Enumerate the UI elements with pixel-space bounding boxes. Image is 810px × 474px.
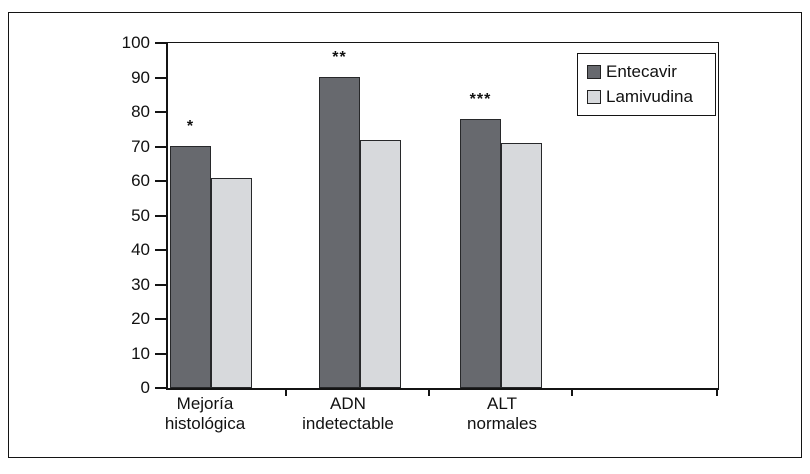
y-axis-tick-label-20: 20	[131, 309, 150, 328]
y-axis-tick-label-100: 100	[121, 33, 150, 52]
bar-lamivudina-1	[211, 178, 252, 388]
bar-entecavir-1	[170, 146, 211, 388]
legend-item-lamivudina: Lamivudina	[587, 88, 715, 106]
figure-border	[8, 12, 802, 458]
y-axis-tick-mark	[155, 352, 166, 355]
y-axis-tick-mark	[155, 214, 166, 217]
x-axis-tick-mark	[428, 390, 430, 396]
x-axis-category-label-1: Mejoría histológica	[164, 394, 246, 433]
y-axis-tick-mark	[155, 249, 166, 251]
significance-marker: **	[332, 49, 347, 66]
legend-swatch-entecavir	[587, 65, 601, 79]
x-axis-tick-mark	[716, 390, 718, 396]
x-axis-category-label-2: ADN indetectable	[302, 394, 394, 433]
legend-label-entecavir: Entecavir	[606, 62, 677, 81]
x-axis-tick-mark	[285, 390, 287, 396]
legend-label-lamivudina: Lamivudina	[606, 87, 693, 106]
bar-entecavir-2	[319, 77, 360, 388]
x-axis-tick-mark	[571, 390, 573, 396]
bar-lamivudina-2	[360, 140, 401, 388]
y-axis-tick-mark	[155, 42, 166, 44]
y-axis-tick-label-60: 60	[131, 171, 150, 190]
y-axis-tick-label-70: 70	[131, 136, 150, 156]
y-axis-tick-mark	[155, 76, 166, 79]
legend: Entecavir Lamivudina	[577, 53, 716, 116]
bar-lamivudina-3	[501, 143, 542, 388]
y-axis-tick-mark	[155, 283, 166, 286]
legend-swatch-lamivudina	[587, 90, 601, 104]
y-axis-tick-mark	[155, 180, 166, 182]
y-axis-tick-mark	[155, 145, 166, 148]
y-axis-tick-mark	[155, 387, 166, 389]
y-axis-tick-label-90: 90	[131, 67, 150, 87]
y-axis-tick-label-10: 10	[131, 343, 150, 363]
y-axis-tick-label-80: 80	[131, 102, 150, 121]
significance-marker: *	[186, 118, 195, 135]
significance-marker: ***	[469, 91, 492, 108]
y-axis-tick-mark	[155, 318, 166, 320]
x-axis-category-label-3: ALT normales	[467, 394, 537, 433]
plot-area	[166, 42, 719, 390]
y-axis-tick-label-30: 30	[131, 274, 150, 294]
y-axis-tick-mark	[155, 111, 166, 113]
y-axis-tick-label-0: 0	[140, 378, 150, 397]
bar-entecavir-3	[460, 119, 501, 388]
y-axis-tick-label-40: 40	[131, 240, 150, 259]
y-axis-tick-label-50: 50	[131, 205, 150, 225]
legend-item-entecavir: Entecavir	[587, 63, 715, 81]
